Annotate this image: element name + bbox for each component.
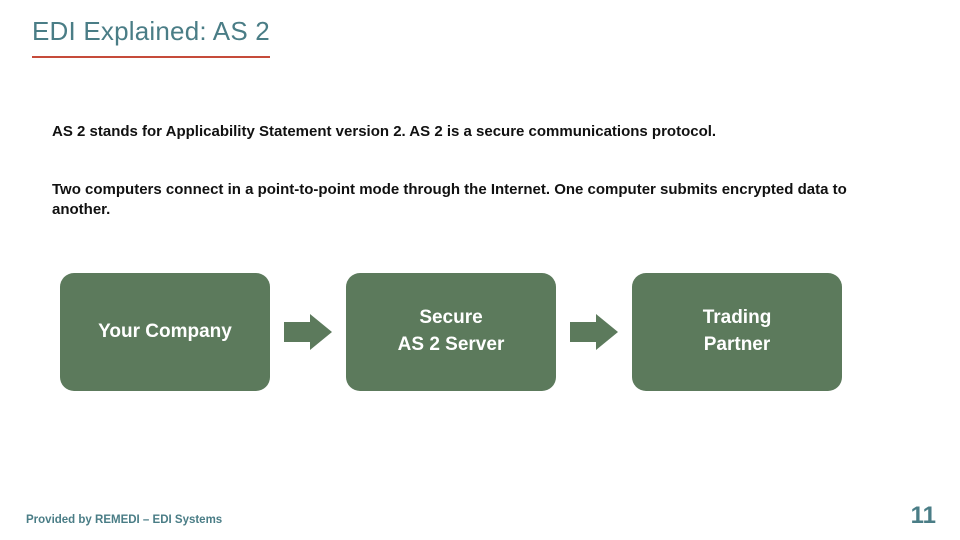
flow-node-trading-partner: Trading Partner <box>632 273 842 391</box>
footer-text: Provided by REMEDI – EDI Systems <box>26 514 222 526</box>
flow-node-label: Your Company <box>98 319 232 346</box>
page-number: 11 <box>911 502 936 530</box>
paragraph-1: AS 2 stands for Applicability Statement … <box>52 122 882 142</box>
paragraph-2: Two computers connect in a point-to-poin… <box>52 180 882 221</box>
flow-node-label: Trading <box>703 305 772 332</box>
arrow-shape <box>284 314 332 350</box>
flow-node-secure-server: Secure AS 2 Server <box>346 273 556 391</box>
slide-title: EDI Explained: AS 2 <box>32 16 270 47</box>
arrow-icon <box>570 314 618 350</box>
flow-node-label: Partner <box>704 332 771 359</box>
arrow-icon <box>284 314 332 350</box>
flow-node-your-company: Your Company <box>60 273 270 391</box>
title-underline <box>32 56 270 58</box>
flow-container: Your Company Secure AS 2 Server Trading … <box>60 272 900 392</box>
arrow-shape <box>570 314 618 350</box>
flow-node-label: AS 2 Server <box>398 332 505 359</box>
flow-node-label: Secure <box>419 305 482 332</box>
